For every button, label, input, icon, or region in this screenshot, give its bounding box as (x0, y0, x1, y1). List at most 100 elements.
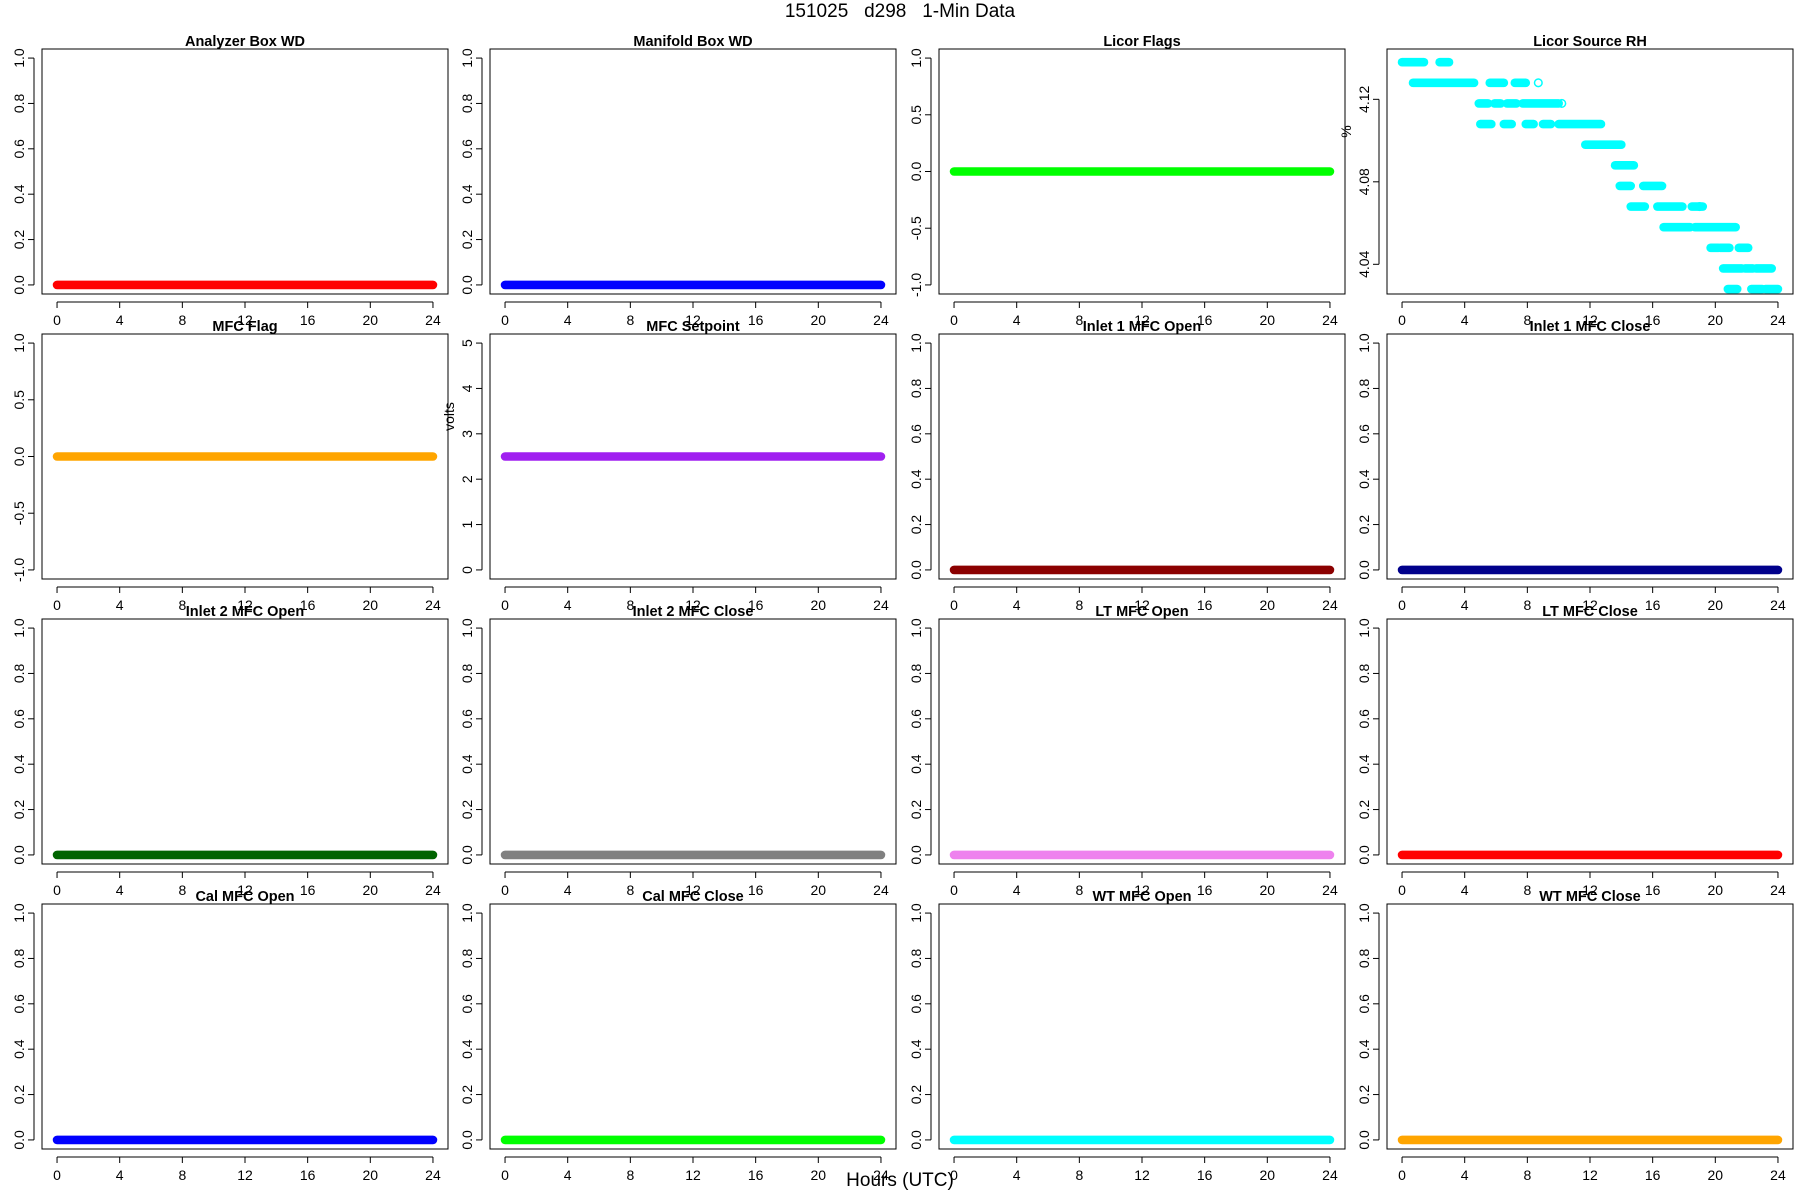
subplot-title: MFC Setpoint (646, 319, 740, 335)
y-tick-label: 0.4 (908, 1039, 924, 1059)
y-tick-label: 0.6 (1356, 424, 1372, 444)
y-tick-label: 0.5 (908, 105, 924, 125)
y-tick-label: 4.12 (1356, 85, 1372, 112)
y-tick-label: 0.4 (1356, 1039, 1372, 1059)
plot-frame (489, 48, 897, 295)
subplot-title: WT MFC Close (1539, 889, 1641, 905)
subplot: Licor Flags 0 4 8 12 16 20 24 -1.0 -0.5 0.0 0.5 1.0 (908, 34, 1346, 328)
x-tick-label: 12 (685, 312, 701, 328)
y-tick-label: 1.0 (1356, 333, 1372, 353)
plot-frame (938, 48, 1346, 295)
subplot: MFC Flag 0 4 8 12 16 20 24 -1.0 -0.5 0.0 0.5 1.0 (11, 319, 449, 613)
y-tick-label: 0.4 (11, 1039, 27, 1059)
y-tick-label: 0.2 (459, 800, 475, 820)
x-tick-label: 16 (1197, 312, 1213, 328)
subplot-title: Licor Source RH (1533, 34, 1647, 50)
x-tick-label: 24 (873, 882, 889, 898)
y-tick-label: 0.0 (1356, 560, 1372, 580)
x-tick-label: 24 (1770, 312, 1786, 328)
x-tick-label: 20 (1260, 1167, 1276, 1183)
x-tick-label: 24 (1770, 597, 1786, 613)
page-title: 151025 d298 1-Min Data (784, 1, 1016, 22)
x-tick-label: 20 (1260, 312, 1276, 328)
y-tick-label: 1.0 (908, 333, 924, 353)
x-tick-label: 16 (300, 882, 316, 898)
y-tick-label: 0.2 (459, 1085, 475, 1105)
y-tick-label: 1.0 (459, 903, 475, 923)
subplot: Inlet 1 MFC Open 0 4 8 12 16 20 24 0.0 0.2 0.4 0.6 0… (908, 319, 1346, 613)
x-tick-label: 12 (1134, 1167, 1150, 1183)
y-tick-label: 0.2 (1356, 515, 1372, 535)
subplot-title: Inlet 1 MFC Close (1530, 319, 1651, 335)
x-tick-label: 8 (1075, 882, 1083, 898)
x-tick-label: 4 (116, 312, 124, 328)
x-tick-label: 24 (1322, 1167, 1338, 1183)
y-tick-label: 0.0 (459, 275, 475, 295)
x-tick-label: 16 (1645, 882, 1661, 898)
plot-frame (938, 333, 1346, 580)
x-tick-label: 24 (425, 597, 441, 613)
x-tick-label: 4 (1461, 882, 1469, 898)
y-tick-label: 0.0 (459, 1130, 475, 1150)
x-tick-label: 24 (425, 312, 441, 328)
x-tick-label: 8 (178, 1167, 186, 1183)
x-tick-label: 12 (237, 312, 253, 328)
x-tick-label: 0 (501, 882, 509, 898)
y-axis-label: volts (441, 402, 457, 431)
y-tick-label: 1.0 (11, 903, 27, 923)
x-tick-label: 0 (950, 882, 958, 898)
subplot-title: LT MFC Open (1095, 604, 1188, 620)
plot-frame (1386, 618, 1794, 865)
y-tick-label: 0.0 (908, 1130, 924, 1150)
subplot: Manifold Box WD 0 4 8 12 16 20 24 0.0 0.2 0.4 0.6 0.… (459, 34, 897, 328)
subplot: Licor Source RH 0 4 8 12 16 20 24 4.04 4.08 4.12% (1338, 34, 1794, 328)
x-tick-label: 12 (1582, 882, 1598, 898)
y-tick-label: 4.04 (1356, 250, 1372, 277)
plot-frame (1386, 333, 1794, 580)
x-tick-label: 16 (748, 597, 764, 613)
x-tick-label: 16 (1645, 312, 1661, 328)
y-tick-label: 0.2 (11, 1085, 27, 1105)
plot-frame (41, 618, 449, 865)
y-tick-label: 0.8 (1356, 379, 1372, 399)
y-tick-label: 1.0 (908, 618, 924, 638)
y-tick-label: 0 (459, 566, 475, 574)
y-tick-label: 0.8 (459, 94, 475, 114)
plot-frame (489, 903, 897, 1150)
x-tick-label: 16 (1197, 882, 1213, 898)
subplot-title: Inlet 2 MFC Open (186, 604, 304, 620)
plot-frame (489, 618, 897, 865)
x-tick-label: 4 (564, 312, 572, 328)
subplot: Inlet 1 MFC Close 0 4 8 12 16 20 24 0.0 0.2 0.4 0.6… (1356, 319, 1794, 613)
x-tick-label: 4 (1013, 312, 1021, 328)
x-tick-label: 4 (1013, 882, 1021, 898)
x-tick-label: 16 (748, 312, 764, 328)
y-tick-label: 0.2 (908, 515, 924, 535)
x-tick-label: 12 (685, 597, 701, 613)
plot-frame (489, 333, 897, 580)
x-tick-label: 12 (685, 882, 701, 898)
y-tick-label: -1.0 (908, 273, 924, 297)
subplot: Cal MFC Open 0 4 8 12 16 20 24 0.0 0.2 0.4 0.6 0.8 1.… (11, 889, 449, 1183)
x-tick-label: 20 (1708, 882, 1724, 898)
subplot: Analyzer Box WD 0 4 8 12 16 20 24 0.0 0.2 0.4 0.6 0.… (11, 34, 449, 328)
x-tick-label: 16 (300, 597, 316, 613)
y-tick-label: 1.0 (908, 48, 924, 68)
y-tick-label: 0.4 (11, 184, 27, 204)
y-tick-label: 0.8 (1356, 664, 1372, 684)
y-tick-label: 0.2 (11, 230, 27, 250)
subplot: Cal MFC Close 0 4 8 12 16 20 24 0.0 0.2 0.4 0.6 0.8 1… (459, 889, 897, 1183)
y-tick-label: 0.0 (11, 845, 27, 865)
y-tick-label: 1.0 (459, 618, 475, 638)
y-tick-label: 0.4 (1356, 469, 1372, 489)
subplot: WT MFC Close 0 4 8 12 16 20 24 0.0 0.2 0.4 0.6 0.8 1.… (1356, 889, 1794, 1183)
y-tick-label: 0.6 (908, 994, 924, 1014)
x-tick-label: 4 (1013, 1167, 1021, 1183)
x-tick-label: 12 (237, 882, 253, 898)
y-tick-label: 0.8 (11, 664, 27, 684)
y-tick-label: 0.0 (908, 560, 924, 580)
x-tick-label: 20 (363, 882, 379, 898)
x-tick-label: 0 (501, 1167, 509, 1183)
x-tick-label: 20 (363, 597, 379, 613)
x-tick-label: 8 (1075, 597, 1083, 613)
